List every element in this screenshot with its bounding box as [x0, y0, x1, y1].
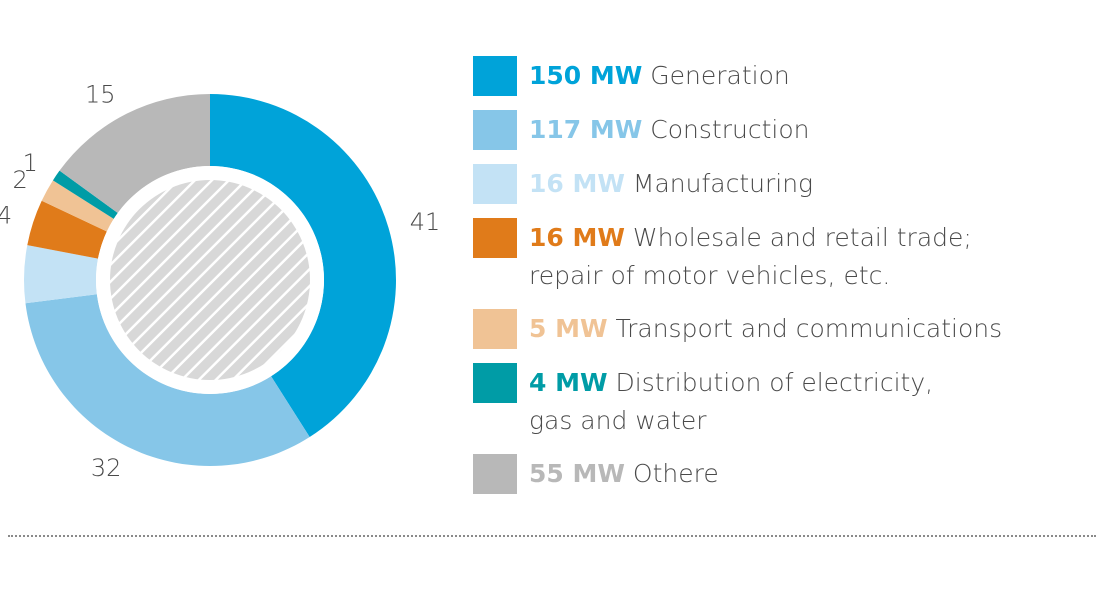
donut-chart: 41 32 5 421 15	[0, 81, 440, 483]
legend-text: 16 MW Wholesale and retail trade; repair…	[529, 218, 1093, 295]
legend-swatch	[473, 56, 517, 96]
legend-label: Generation	[642, 61, 790, 90]
legend-text: 4 MW Distribution of electricity, gas an…	[529, 363, 1093, 440]
legend-label: Othere	[624, 459, 719, 488]
slice-value-label: 41	[410, 208, 441, 236]
legend-label: Manufacturing	[624, 169, 814, 198]
slice-value-label: 4	[0, 202, 12, 230]
legend-item: 150 MW Generation	[473, 56, 1093, 96]
donut-slice	[210, 94, 396, 438]
slice-value-label: 5	[0, 259, 2, 287]
legend-swatch	[473, 164, 517, 204]
slice-value-label: 32	[91, 454, 122, 482]
slice-value-label: 1	[23, 149, 38, 177]
slice-value-label: 15	[85, 81, 116, 109]
legend-value: 150 MW	[529, 61, 643, 90]
legend-value: 117 MW	[529, 115, 643, 144]
legend-value: 55 MW	[529, 459, 625, 488]
legend: 150 MW Generation 117 MW Construction 16 M…	[473, 56, 1093, 508]
legend-value: 16 MW	[529, 169, 625, 198]
legend-text: 150 MW Generation	[529, 56, 1093, 95]
legend-value: 5 MW	[529, 314, 608, 343]
legend-text: 5 MW Transport and communications	[529, 309, 1093, 348]
legend-label: Construction	[642, 115, 810, 144]
slice-labels: 41 32 5 421 15	[0, 81, 440, 483]
legend-swatch	[473, 454, 517, 494]
legend-value: 4 MW	[529, 368, 608, 397]
legend-label: Distribution of electricity, gas and wat…	[529, 368, 934, 435]
legend-swatch	[473, 218, 517, 258]
legend-swatch	[473, 363, 517, 403]
legend-item: 16 MW Manufacturing	[473, 164, 1093, 204]
donut-slice	[25, 294, 310, 466]
legend-text: 117 MW Construction	[529, 110, 1093, 149]
legend-item: 4 MW Distribution of electricity, gas an…	[473, 363, 1093, 440]
legend-item: 117 MW Construction	[473, 110, 1093, 150]
dotted-divider	[8, 535, 1096, 537]
donut-center-hatch	[110, 180, 310, 380]
donut-slice	[59, 94, 210, 213]
donut-slices	[23, 94, 396, 466]
slice-value-label: 2	[12, 166, 27, 194]
donut-slice	[52, 170, 118, 219]
donut-slice	[41, 180, 114, 232]
legend-text: 16 MW Manufacturing	[529, 164, 1093, 203]
legend-text: 55 MW Othere	[529, 454, 1093, 493]
legend-label: Transport and communications	[607, 314, 1003, 343]
legend-item: 5 MW Transport and communications	[473, 309, 1093, 349]
legend-swatch	[473, 309, 517, 349]
legend-item: 16 MW Wholesale and retail trade; repair…	[473, 218, 1093, 295]
donut-slice	[23, 245, 99, 304]
legend-value: 16 MW	[529, 223, 625, 252]
donut-slice	[27, 200, 107, 259]
legend-item: 55 MW Othere	[473, 454, 1093, 494]
legend-label: Wholesale and retail trade; repair of mo…	[529, 223, 972, 290]
legend-swatch	[473, 110, 517, 150]
